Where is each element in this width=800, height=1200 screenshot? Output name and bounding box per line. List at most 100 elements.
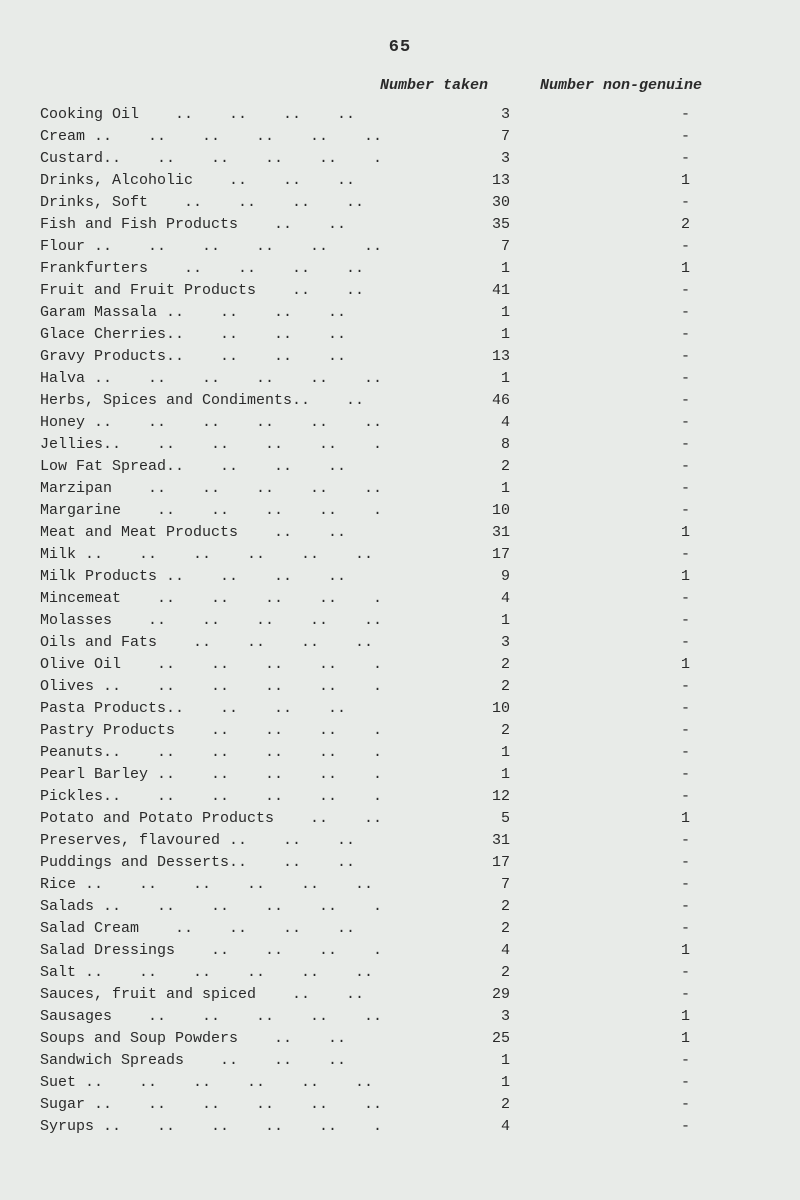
number-non-genuine-value: -	[570, 104, 720, 125]
number-taken-value: 31	[380, 522, 570, 543]
table-row: Olive Oil .. .. .. .. ..21	[40, 654, 760, 675]
row-label: Honey .. .. .. .. .. ..	[40, 412, 380, 433]
row-label: Olive Oil .. .. .. .. ..	[40, 654, 380, 675]
number-non-genuine-value: -	[570, 280, 720, 301]
number-taken-value: 31	[380, 830, 570, 851]
row-label: Sausages .. .. .. .. ..	[40, 1006, 380, 1027]
table-row: Cream .. .. .. .. .. ..7-	[40, 126, 760, 147]
row-label: Oils and Fats .. .. .. .. ..	[40, 632, 380, 653]
row-label: Cream .. .. .. .. .. ..	[40, 126, 380, 147]
table-row: Preserves, flavoured .. .. .. ..31-	[40, 830, 760, 851]
table-row: Sauces, fruit and spiced .. .. ..29-	[40, 984, 760, 1005]
number-taken-value: 13	[380, 346, 570, 367]
column-headers: Number taken Number non-genuine	[40, 77, 760, 94]
table-row: Salad Dressings .. .. .. ..41	[40, 940, 760, 961]
number-taken-value: 1	[380, 1050, 570, 1071]
number-non-genuine-value: -	[570, 1050, 720, 1071]
number-non-genuine-value: -	[570, 302, 720, 323]
number-non-genuine-value: -	[570, 456, 720, 477]
table-row: Sugar .. .. .. .. .. ..2-	[40, 1094, 760, 1115]
number-non-genuine-value: -	[570, 764, 720, 785]
number-taken-value: 10	[380, 698, 570, 719]
table-row: Meat and Meat Products .. .. ..311	[40, 522, 760, 543]
row-label: Herbs, Spices and Condiments.. .. ..	[40, 390, 380, 411]
row-label: Margarine .. .. .. .. ..	[40, 500, 380, 521]
number-non-genuine-value: 1	[570, 808, 720, 829]
table-row: Molasses .. .. .. .. ..1-	[40, 610, 760, 631]
number-taken-value: 3	[380, 1006, 570, 1027]
table-row: Custard.. .. .. .. .. ..3-	[40, 148, 760, 169]
row-label: Pasta Products.. .. .. .. ..	[40, 698, 380, 719]
row-label: Drinks, Soft .. .. .. .. ..	[40, 192, 380, 213]
row-label: Drinks, Alcoholic .. .. .. ..	[40, 170, 380, 191]
number-taken-value: 1	[380, 478, 570, 499]
number-taken-value: 1	[380, 324, 570, 345]
number-taken-value: 4	[380, 940, 570, 961]
table-row: Herbs, Spices and Condiments.. .. ..46-	[40, 390, 760, 411]
number-non-genuine-value: 1	[570, 654, 720, 675]
number-taken-value: 9	[380, 566, 570, 587]
number-non-genuine-value: 1	[570, 940, 720, 961]
table-row: Pearl Barley .. .. .. .. ..1-	[40, 764, 760, 785]
table-row: Margarine .. .. .. .. ..10-	[40, 500, 760, 521]
number-non-genuine-value: 1	[570, 258, 720, 279]
number-taken-value: 41	[380, 280, 570, 301]
table-row: Rice .. .. .. .. .. ..7-	[40, 874, 760, 895]
table-row: Suet .. .. .. .. .. ..1-	[40, 1072, 760, 1093]
row-label: Milk Products .. .. .. .. ..	[40, 566, 380, 587]
number-non-genuine-value: -	[570, 126, 720, 147]
row-label: Jellies.. .. .. .. .. ..	[40, 434, 380, 455]
row-label: Puddings and Desserts.. .. .. ..	[40, 852, 380, 873]
number-non-genuine-value: -	[570, 698, 720, 719]
number-non-genuine-value: 1	[570, 1006, 720, 1027]
number-non-genuine-value: -	[570, 852, 720, 873]
table-row: Flour .. .. .. .. .. ..7-	[40, 236, 760, 257]
table-row: Pickles.. .. .. .. .. ..12-	[40, 786, 760, 807]
number-taken-value: 2	[380, 720, 570, 741]
number-taken-value: 3	[380, 148, 570, 169]
table-row: Oils and Fats .. .. .. .. ..3-	[40, 632, 760, 653]
row-label: Salad Dressings .. .. .. ..	[40, 940, 380, 961]
row-label: Halva .. .. .. .. .. ..	[40, 368, 380, 389]
number-non-genuine-value: 2	[570, 214, 720, 235]
row-label: Glace Cherries.. .. .. .. ..	[40, 324, 380, 345]
table-row: Sandwich Spreads .. .. .. ..1-	[40, 1050, 760, 1071]
number-non-genuine-value: -	[570, 588, 720, 609]
number-non-genuine-value: -	[570, 368, 720, 389]
table-row: Potato and Potato Products .. ..51	[40, 808, 760, 829]
number-non-genuine-value: -	[570, 1072, 720, 1093]
table-row: Frankfurters .. .. .. .. ..11	[40, 258, 760, 279]
number-taken-value: 17	[380, 852, 570, 873]
number-taken-value: 1	[380, 764, 570, 785]
row-label: Meat and Meat Products .. .. ..	[40, 522, 380, 543]
table-row: Soups and Soup Powders .. .. ..251	[40, 1028, 760, 1049]
row-label: Garam Massala .. .. .. .. ..	[40, 302, 380, 323]
number-non-genuine-value: -	[570, 742, 720, 763]
table-row: Gravy Products.. .. .. .. ..13-	[40, 346, 760, 367]
number-non-genuine-value: -	[570, 478, 720, 499]
number-non-genuine-value: -	[570, 786, 720, 807]
row-label: Pearl Barley .. .. .. .. ..	[40, 764, 380, 785]
number-taken-value: 13	[380, 170, 570, 191]
row-label: Cooking Oil .. .. .. .. ..	[40, 104, 380, 125]
number-non-genuine-value: 1	[570, 566, 720, 587]
number-taken-value: 1	[380, 610, 570, 631]
number-non-genuine-value: -	[570, 192, 720, 213]
number-taken-value: 1	[380, 742, 570, 763]
row-label: Peanuts.. .. .. .. .. ..	[40, 742, 380, 763]
number-taken-value: 1	[380, 368, 570, 389]
number-taken-value: 2	[380, 896, 570, 917]
number-non-genuine-value: -	[570, 544, 720, 565]
table-row: Pastry Products .. .. .. ..2-	[40, 720, 760, 741]
row-label: Syrups .. .. .. .. .. ..	[40, 1116, 380, 1137]
number-taken-value: 3	[380, 632, 570, 653]
table-row: Jellies.. .. .. .. .. ..8-	[40, 434, 760, 455]
row-label: Mincemeat .. .. .. .. ..	[40, 588, 380, 609]
number-non-genuine-value: -	[570, 324, 720, 345]
number-non-genuine-value: -	[570, 918, 720, 939]
table-row: Cooking Oil .. .. .. .. ..3-	[40, 104, 760, 125]
number-taken-value: 2	[380, 1094, 570, 1115]
number-taken-value: 46	[380, 390, 570, 411]
number-taken-value: 1	[380, 1072, 570, 1093]
number-taken-value: 4	[380, 412, 570, 433]
